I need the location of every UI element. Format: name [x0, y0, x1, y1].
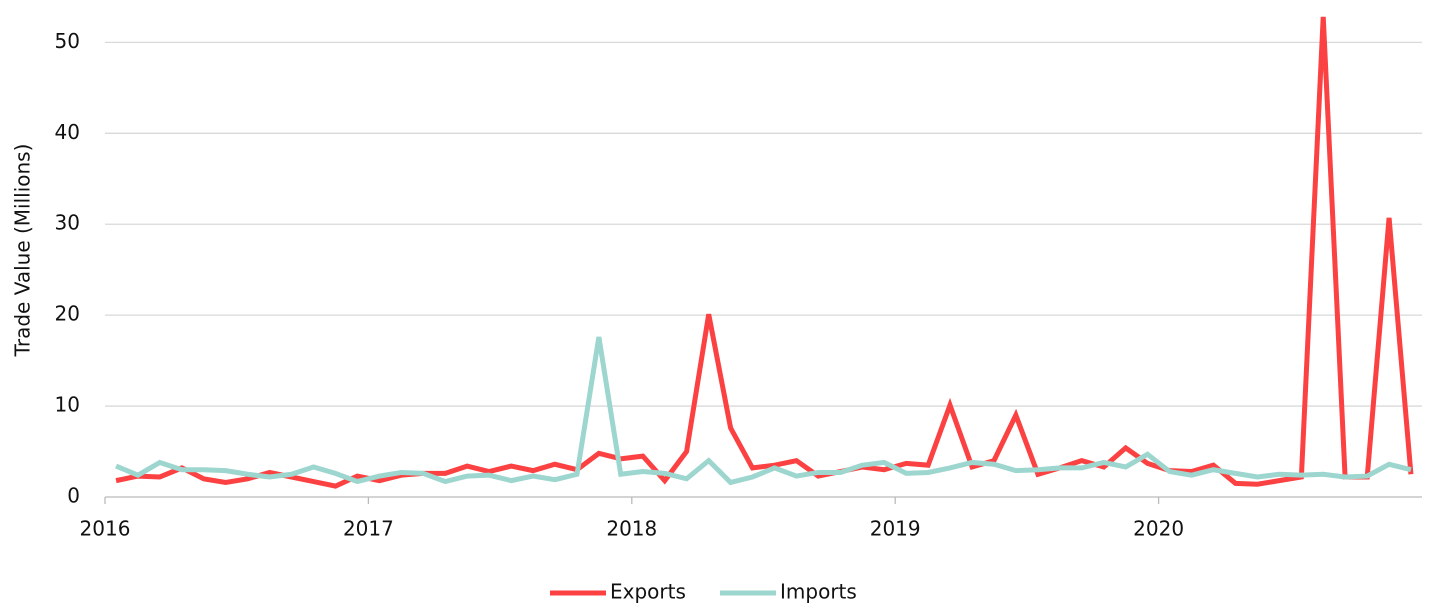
legend-label: Imports — [780, 580, 857, 604]
y-tick-label: 20 — [55, 302, 80, 326]
y-axis-label: Trade Value (Millions) — [11, 144, 35, 358]
x-tick-label: 2018 — [606, 517, 657, 541]
y-tick-label: 50 — [55, 29, 80, 53]
x-tick-label: 2020 — [1133, 517, 1184, 541]
x-tick-label: 2016 — [80, 517, 131, 541]
y-tick-label: 40 — [55, 120, 80, 144]
y-tick-label: 0 — [67, 484, 80, 508]
legend-label: Exports — [610, 580, 686, 604]
x-tick-label: 2019 — [870, 517, 921, 541]
y-tick-label: 10 — [55, 393, 80, 417]
x-tick-label: 2017 — [343, 517, 394, 541]
series-line — [115, 336, 1412, 486]
y-tick-label: 30 — [55, 211, 80, 235]
series-line — [115, 16, 1414, 489]
